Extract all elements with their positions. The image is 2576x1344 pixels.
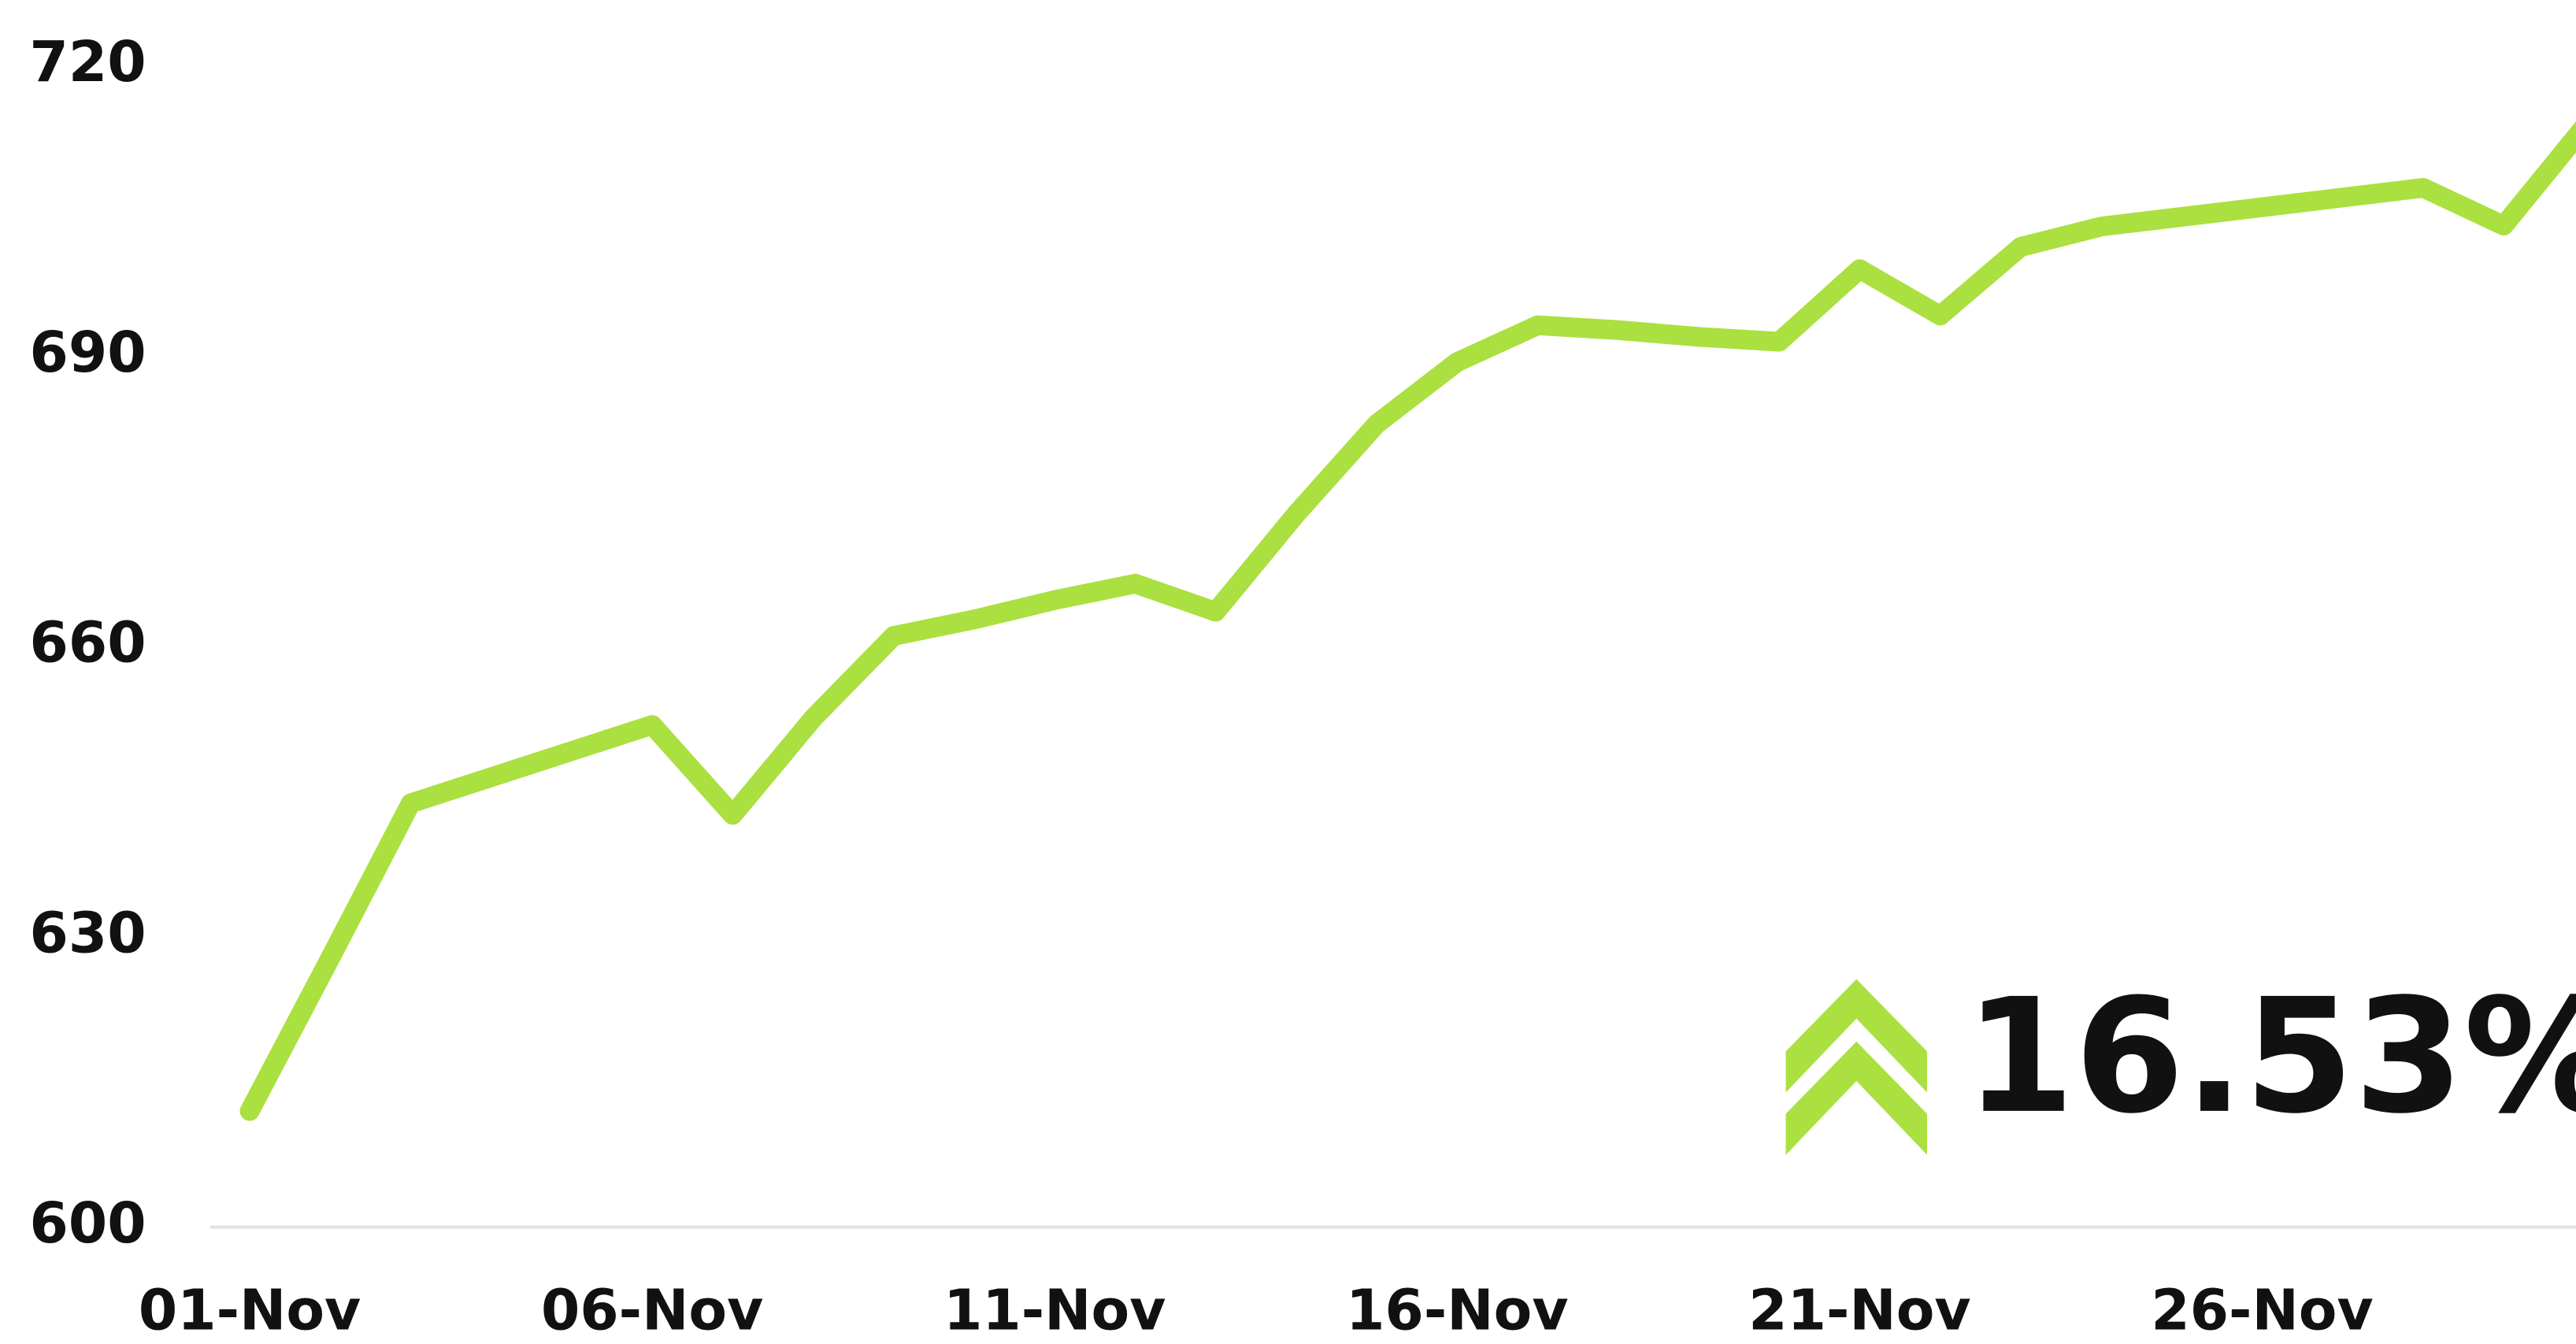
x-tick-label: 21-Nov xyxy=(1748,1278,1970,1343)
y-tick-label: 600 xyxy=(30,1190,146,1256)
x-tick-label: 26-Nov xyxy=(2151,1278,2373,1343)
y-tick-label: 630 xyxy=(30,900,146,965)
change-annotation: 16.53% xyxy=(1965,965,2576,1149)
y-tick-label: 720 xyxy=(30,29,146,94)
data-line xyxy=(239,121,2576,1121)
up-arrow-icon xyxy=(1785,979,1927,1155)
x-tick-label: 01-Nov xyxy=(139,1278,361,1343)
x-tick-label: 06-Nov xyxy=(541,1278,763,1343)
x-tick-label: 11-Nov xyxy=(943,1278,1166,1343)
x-tick-label: 16-Nov xyxy=(1346,1278,1568,1343)
y-tick-label: 690 xyxy=(30,320,146,385)
y-tick-label: 660 xyxy=(30,610,146,676)
